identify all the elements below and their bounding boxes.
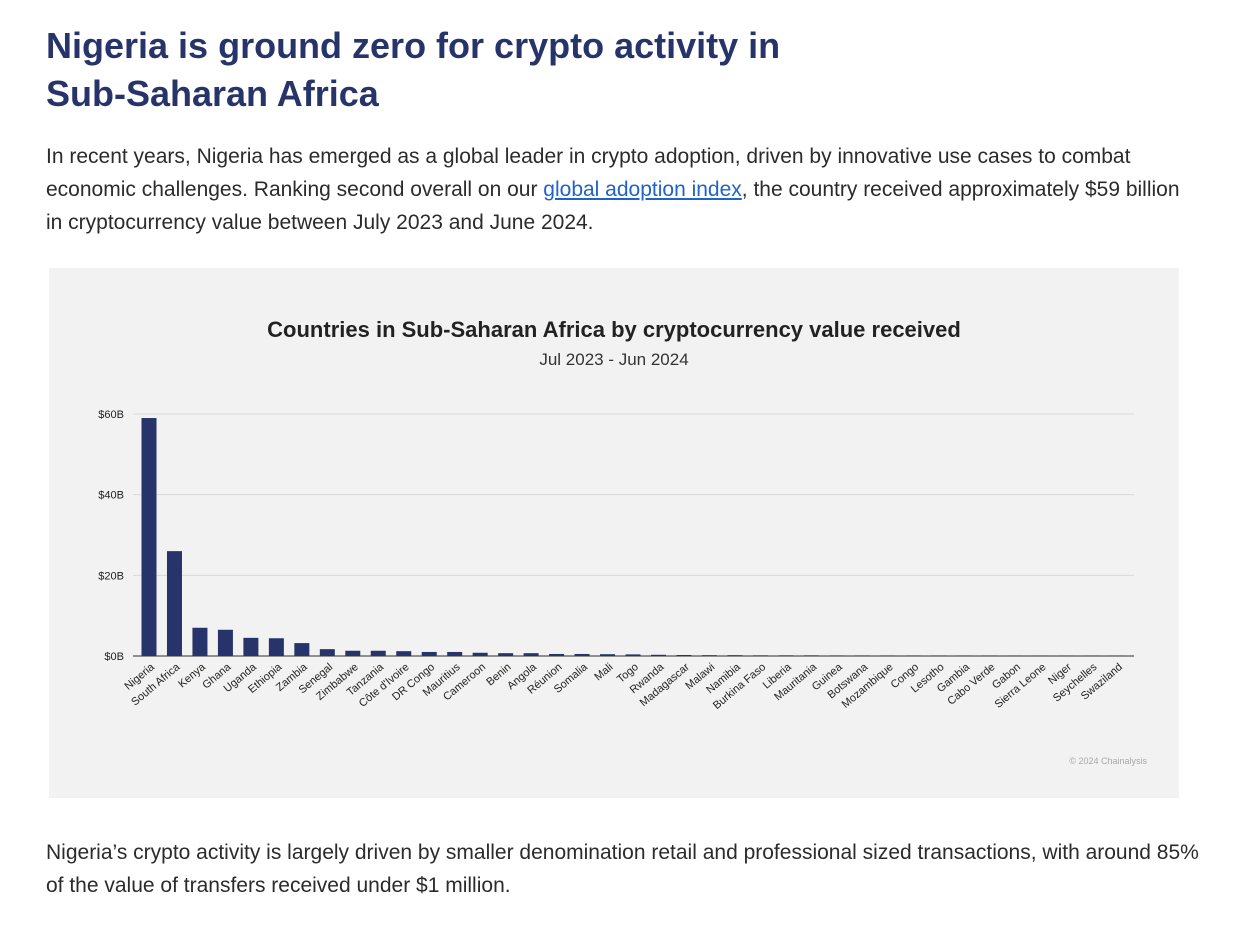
- y-tick-label: $0B: [104, 651, 124, 663]
- global-adoption-index-link[interactable]: global adoption index: [543, 178, 742, 201]
- bar-kenya: [192, 627, 208, 656]
- bar-tanzania: [370, 650, 386, 656]
- y-tick-label: $40B: [98, 490, 124, 502]
- y-tick-label: $20B: [98, 570, 124, 582]
- bar-mauritius: [447, 651, 463, 656]
- bar-c-te-d-ivoire: [396, 651, 412, 656]
- bar-malawi: [701, 655, 717, 656]
- bar-series: [141, 418, 1125, 656]
- bar-uganda: [243, 637, 259, 656]
- bar-r-union: [549, 653, 565, 656]
- chart-subtitle: Jul 2023 - Jun 2024: [539, 350, 688, 369]
- bar-mali: [600, 654, 616, 656]
- bar-ghana: [217, 629, 233, 656]
- outro-paragraph: Nigeria’s crypto activity is largely dri…: [46, 841, 1199, 897]
- bar-zimbabwe: [345, 650, 361, 656]
- bar-ethiopia: [268, 638, 284, 656]
- page-title: Nigeria is ground zero for crypto activi…: [46, 25, 781, 114]
- bar-togo: [625, 654, 641, 656]
- bar-burkina-faso: [752, 655, 768, 656]
- chart-card: Countries in Sub-Saharan Africa by crypt…: [49, 268, 1179, 798]
- bar-benin: [498, 653, 514, 656]
- x-tick-label: Mali: [592, 661, 615, 683]
- bar-mauritania: [803, 655, 819, 656]
- bar-cameroon: [472, 652, 488, 656]
- article: Nigeria is ground zero for crypto activi…: [46, 22, 1196, 239]
- bar-namibia: [727, 655, 743, 656]
- bar-somalia: [574, 653, 590, 656]
- bar-south-africa: [166, 551, 182, 656]
- bar-dr-congo: [421, 651, 437, 656]
- chart-title: Countries in Sub-Saharan Africa by crypt…: [267, 317, 961, 342]
- bar-zambia: [294, 643, 310, 656]
- intro-text-end: , the country received approximately $59…: [46, 178, 1180, 234]
- bar-rwanda: [650, 654, 666, 656]
- y-tick-label: $60B: [98, 409, 124, 421]
- intro-paragraph: In recent years, Nigeria has emerged as …: [46, 140, 1196, 239]
- bar-senegal: [319, 649, 335, 656]
- bar-nigeria: [141, 418, 157, 656]
- bar-madagascar: [676, 654, 692, 656]
- intro-text-start: In recent years, Nigeria has emerged as …: [46, 145, 1131, 201]
- bar-angola: [523, 653, 539, 656]
- chart-copyright: © 2024 Chainalysis: [1069, 756, 1147, 766]
- bar-liberia: [778, 655, 794, 656]
- y-grid: $0B $20B $40B $60B: [98, 409, 1134, 663]
- crypto-value-chart: Countries in Sub-Saharan Africa by crypt…: [98, 317, 1147, 766]
